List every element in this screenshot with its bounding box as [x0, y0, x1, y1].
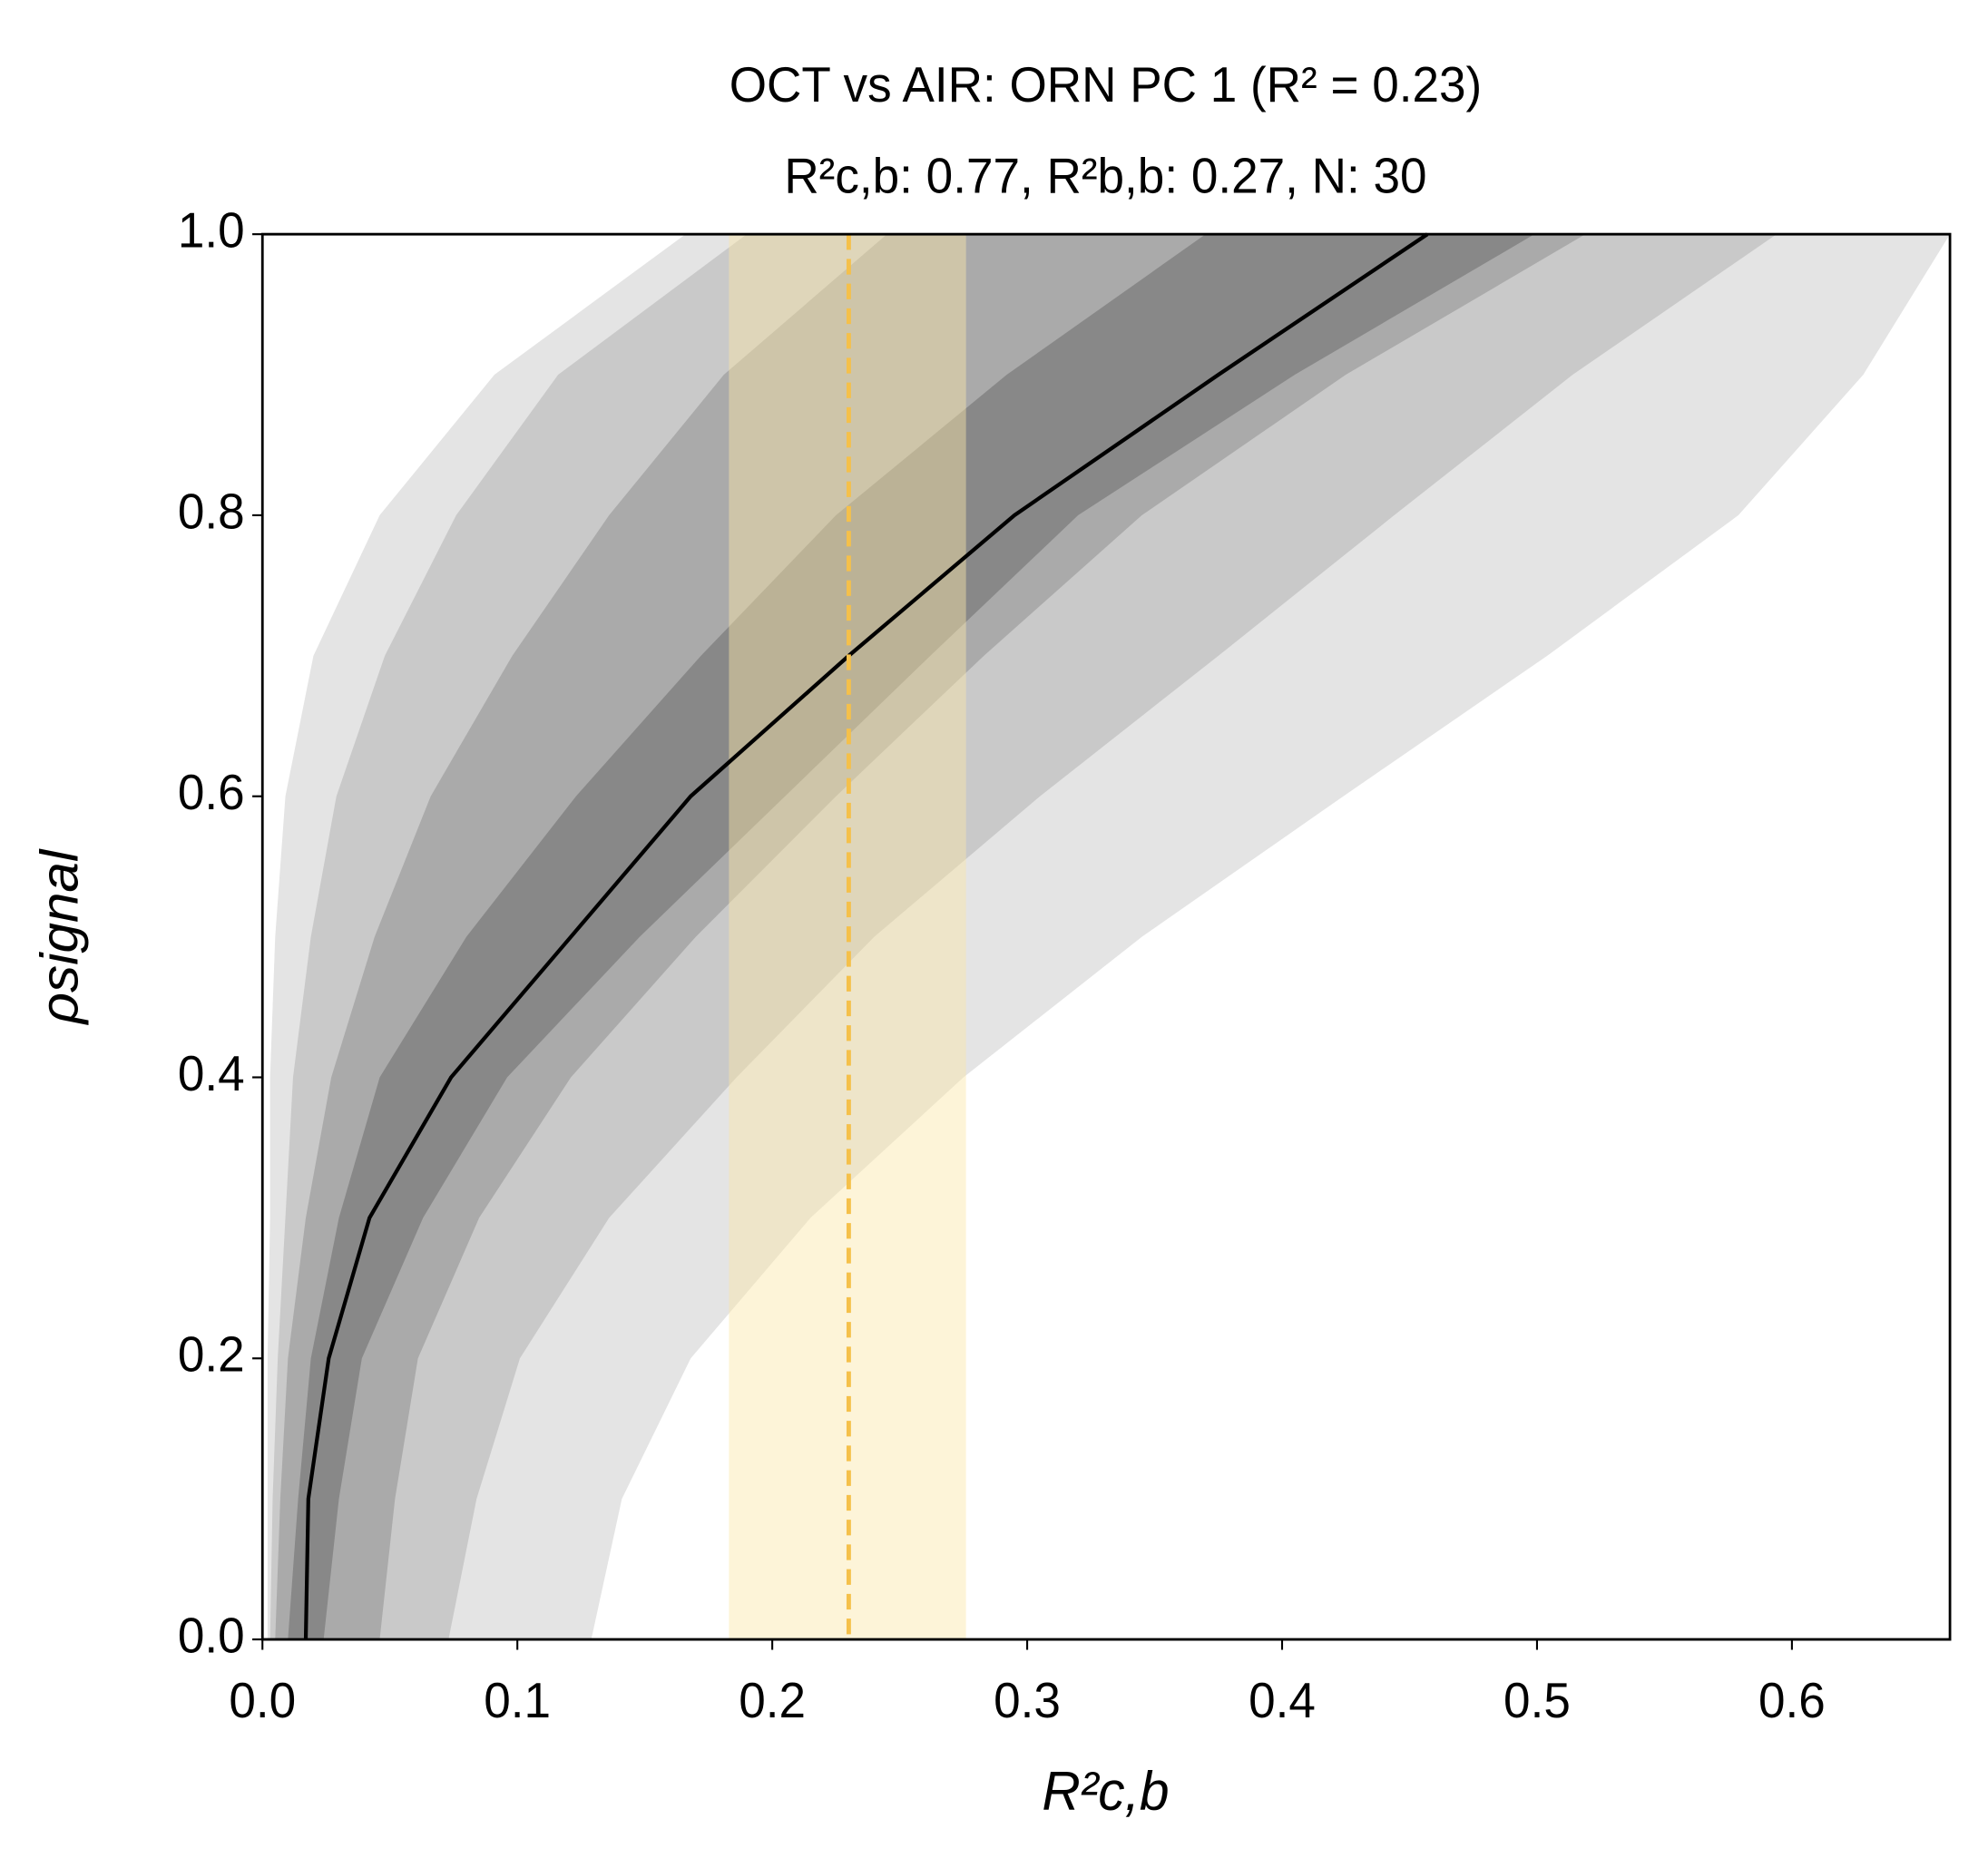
y-tick-label: 0.8: [178, 484, 245, 540]
chart-subtitle: R²c,b: 0.77, R²b,b: 0.27, N: 30: [784, 149, 1426, 204]
x-tick-label: 0.6: [1758, 1674, 1826, 1729]
plot-frame: [260, 232, 1952, 1641]
x-tick-label: 0.0: [229, 1674, 296, 1729]
chart-title: OCT vs AIR: ORN PC 1 (R² = 0.23): [730, 57, 1483, 112]
y-tick-label: 0.6: [178, 765, 245, 820]
x-tick-label: 0.4: [1249, 1674, 1316, 1729]
y-tick-label: 0.4: [178, 1046, 245, 1101]
y-axis-label: ρsignal: [29, 848, 89, 1026]
y-tick-label: 0.0: [178, 1609, 245, 1664]
percentile-band: [275, 234, 1586, 1640]
x-tick-label: 0.1: [484, 1674, 551, 1729]
percentile-band: [288, 234, 1535, 1640]
x-tick-label: 0.5: [1503, 1674, 1571, 1729]
y-tick-label: 1.0: [178, 203, 245, 259]
x-tick-label: 0.2: [739, 1674, 806, 1729]
x-axis-label: R²c,b: [1042, 1760, 1169, 1822]
y-tick-label: 0.2: [178, 1327, 245, 1383]
median-line: [303, 232, 1429, 1640]
x-tick-label: 0.3: [994, 1674, 1061, 1729]
